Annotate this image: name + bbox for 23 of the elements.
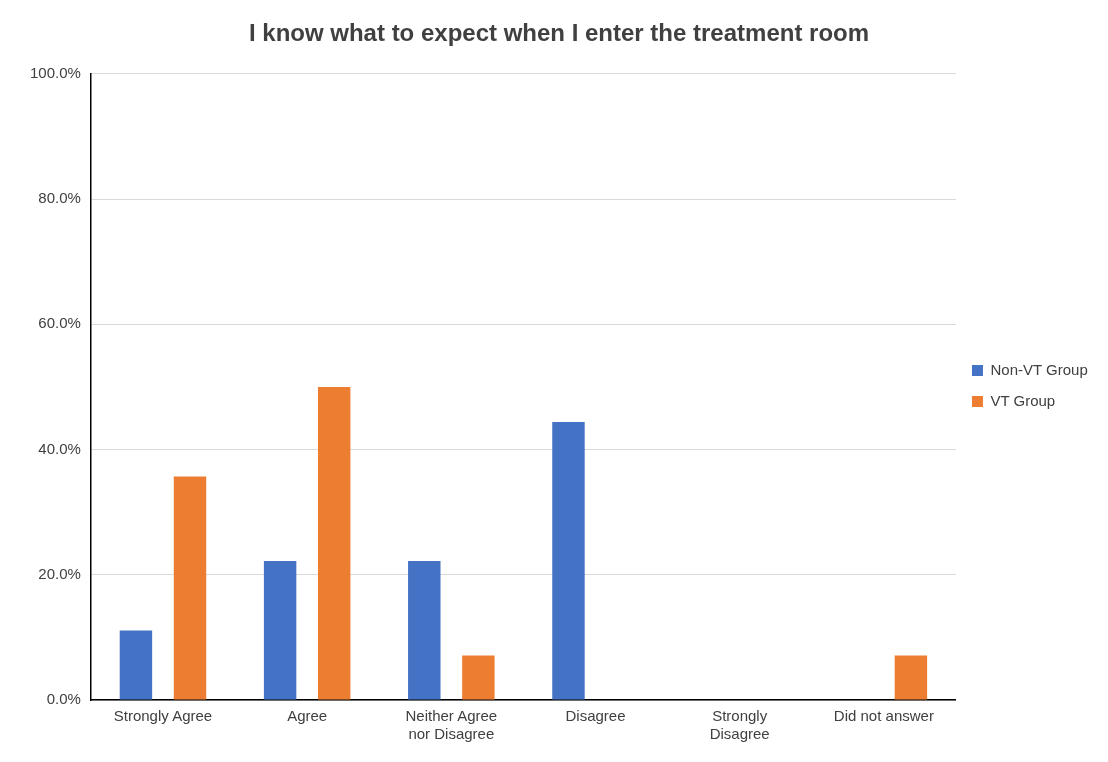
- bar: [408, 560, 441, 700]
- y-tick-label: 80.0%: [38, 189, 81, 207]
- bar: [462, 655, 495, 700]
- bar: [119, 630, 153, 700]
- y-tick-label: 60.0%: [38, 314, 81, 332]
- bar: [263, 560, 297, 700]
- x-tick-label: Agree: [287, 707, 328, 725]
- y-tick-label: 20.0%: [38, 564, 81, 582]
- y-tick-label: 40.0%: [38, 439, 81, 457]
- x-tick-label: Did not answer: [833, 707, 934, 725]
- x-tick-label: Strongly Agree: [113, 707, 213, 725]
- bar: [173, 476, 207, 700]
- x-tick-label: Neither Agree nor Disagree: [405, 707, 498, 743]
- bar: [552, 421, 585, 700]
- x-tick-label: Strongly Disagree: [709, 707, 770, 743]
- legend-label: VT Group: [990, 391, 1056, 409]
- chart-title: I know what to expect when I enter the treatment room: [248, 19, 870, 47]
- legend-label: Non-VT Group: [990, 360, 1088, 378]
- bar: [317, 386, 351, 700]
- bar: [894, 655, 928, 700]
- x-tick-label: Disagree: [565, 707, 626, 725]
- y-tick-label: 100.0%: [30, 63, 81, 81]
- y-tick-label: 0.0%: [46, 690, 81, 708]
